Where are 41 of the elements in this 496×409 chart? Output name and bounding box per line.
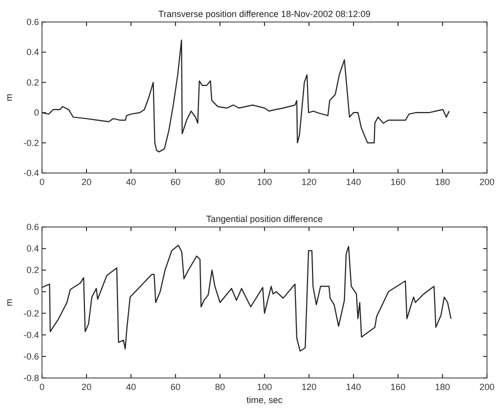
- x-tick-label: 120: [301, 177, 317, 187]
- line-series: [41, 244, 452, 352]
- y-tick-label: 0.2: [26, 77, 39, 88]
- x-tick-label: 140: [346, 382, 362, 392]
- y-tick-label: 0.2: [26, 265, 39, 276]
- x-tick-label: 200: [479, 382, 495, 392]
- x-tick-label: 20: [81, 177, 92, 187]
- x-tick-label: 100: [256, 177, 272, 187]
- y-tick-label: 0.4: [26, 47, 39, 58]
- y-tick-label: 0: [34, 108, 39, 118]
- y-tick-label: -0.6: [23, 351, 39, 362]
- x-tick-label: 60: [170, 177, 181, 187]
- x-tick-label: 120: [301, 382, 317, 392]
- x-tick-label: 40: [126, 382, 136, 392]
- x-tick-label: 40: [126, 177, 136, 187]
- x-tick-label: 80: [214, 177, 226, 187]
- x-tick-label: 140: [346, 177, 362, 187]
- y-tick-label: -0.2: [23, 138, 39, 148]
- y-axis-title: m: [4, 94, 14, 102]
- y-axis-title: m: [4, 298, 14, 306]
- y-tick-label: -0.2: [23, 308, 39, 318]
- line-series: [41, 40, 450, 152]
- x-tick-label: 20: [81, 382, 92, 392]
- y-tick-label: -0.4: [23, 168, 39, 178]
- x-tick-label: 100: [256, 382, 272, 392]
- x-tick-label: 160: [390, 382, 406, 392]
- x-tick-label: 180: [434, 177, 450, 187]
- y-tick-label: 0.6: [26, 222, 39, 232]
- x-tick-label: 160: [390, 177, 406, 187]
- chart-title: Tangential position difference: [206, 214, 323, 224]
- y-tick-label: 0.4: [26, 244, 39, 254]
- chart-title: Transverse position difference 18-Nov-2002 08:12:09: [158, 9, 371, 19]
- y-tick-label: 0.6: [26, 17, 39, 27]
- y-tick-label: -0.4: [23, 330, 39, 340]
- x-tick-label: 180: [434, 382, 450, 392]
- x-axis-title: time, sec: [246, 395, 283, 405]
- x-tick-label: 200: [479, 177, 495, 187]
- y-tick-label: -0.8: [23, 373, 39, 383]
- y-tick-label: 0: [34, 286, 39, 297]
- x-tick-label: 80: [214, 382, 226, 392]
- x-tick-label: 60: [170, 382, 181, 392]
